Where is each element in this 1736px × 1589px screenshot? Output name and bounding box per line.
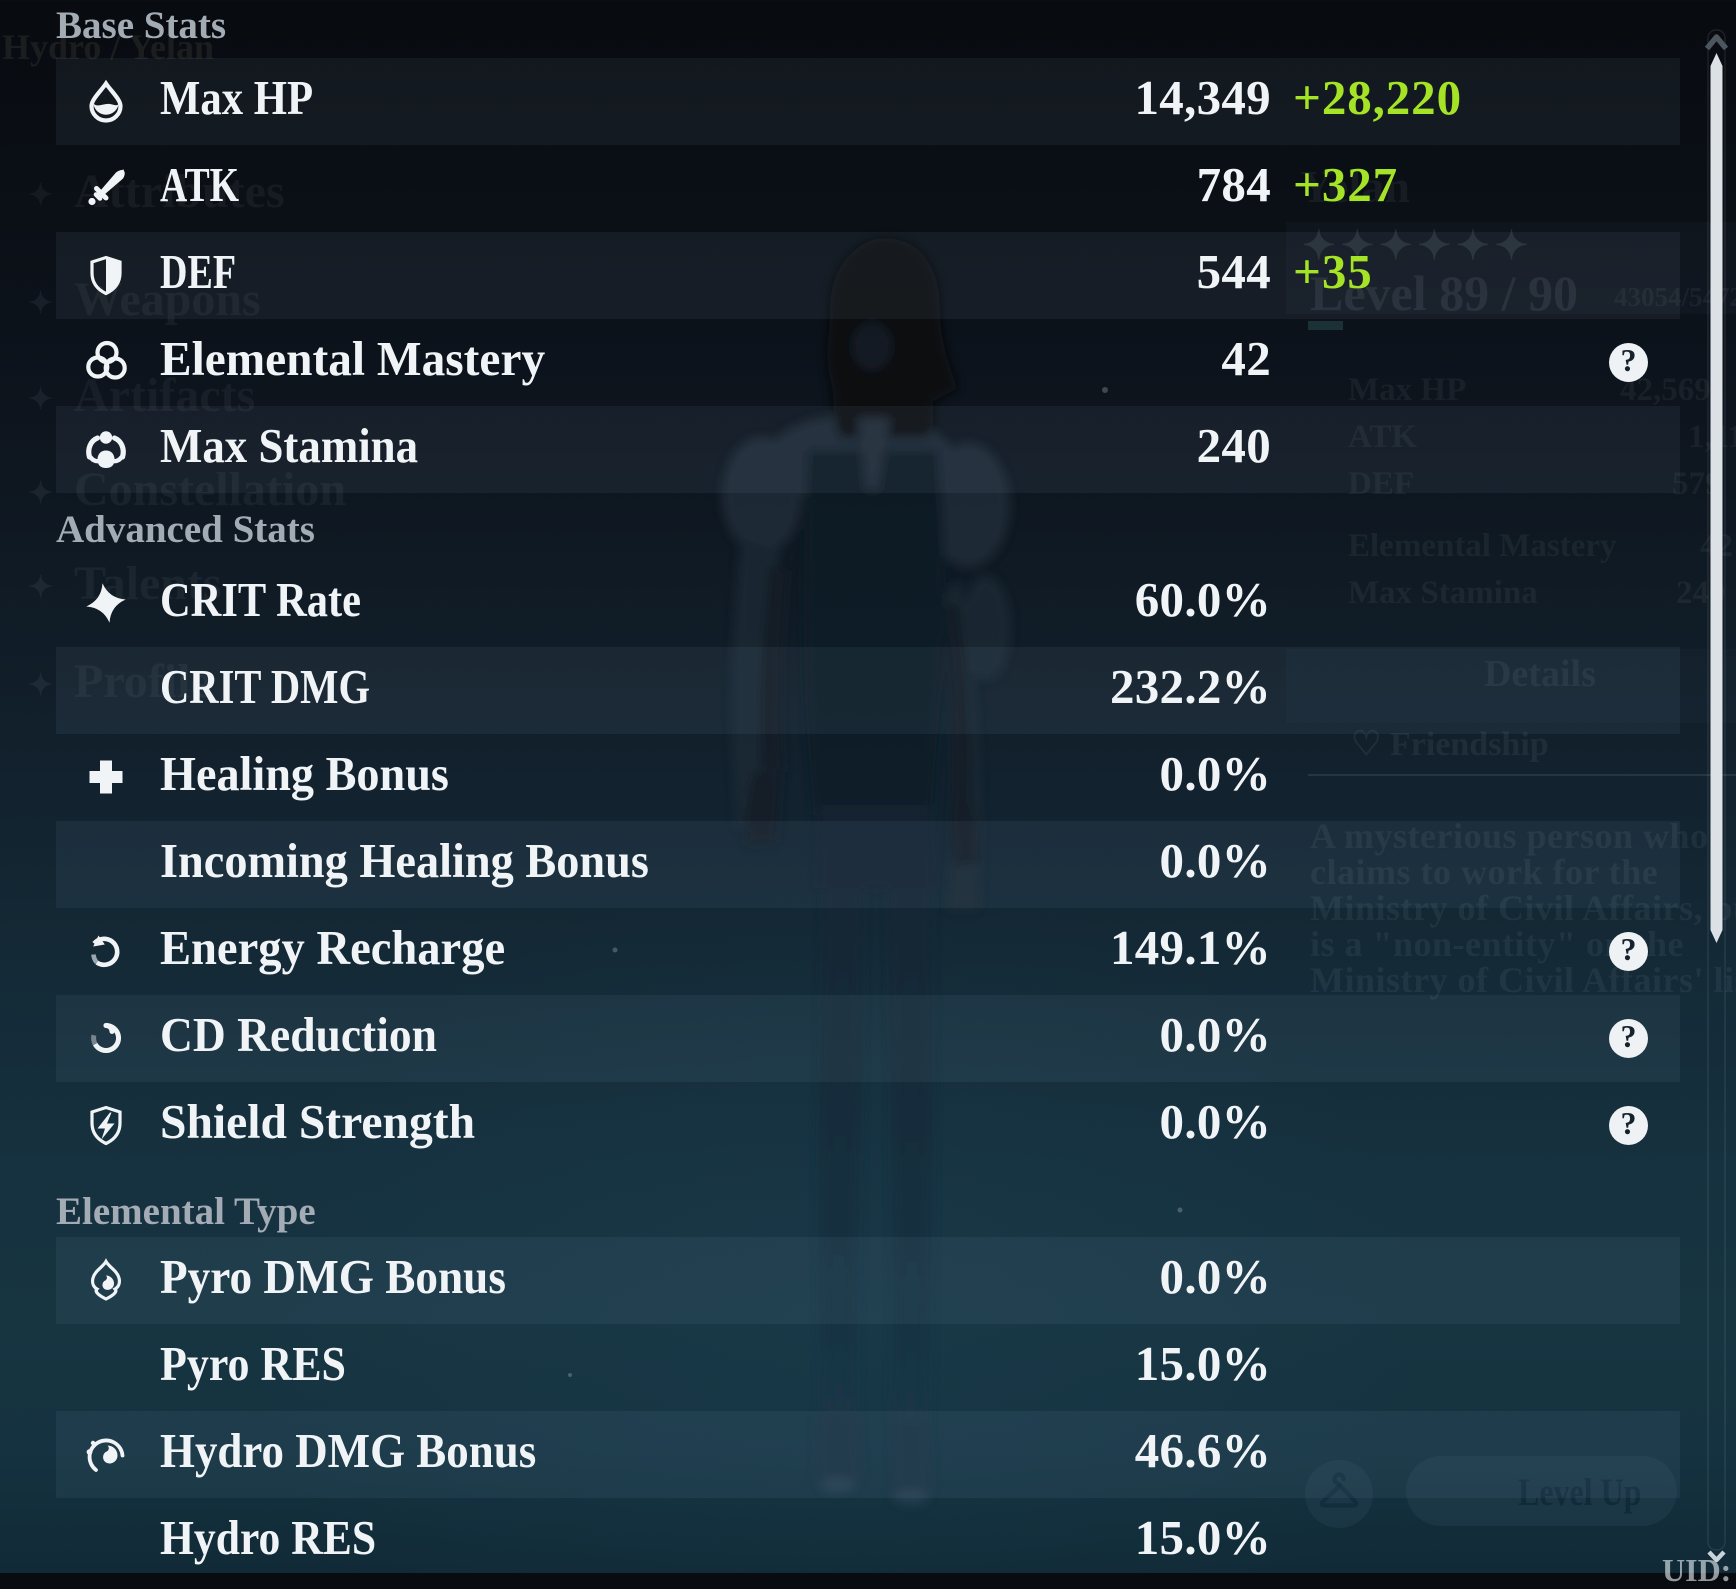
svg-text:?: ? xyxy=(1621,1018,1637,1054)
svg-text:?: ? xyxy=(1621,342,1637,378)
svg-text:?: ? xyxy=(1621,931,1637,967)
svg-text:?: ? xyxy=(1621,1105,1637,1141)
